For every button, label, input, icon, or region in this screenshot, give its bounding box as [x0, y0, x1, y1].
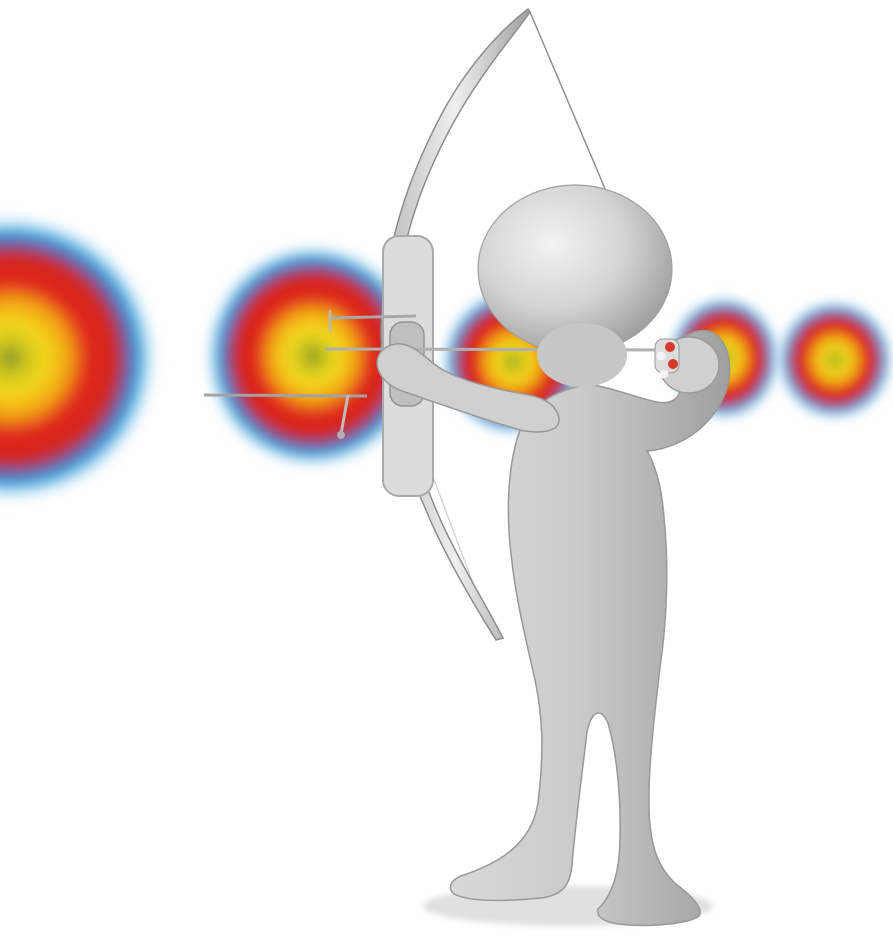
bow-string: [529, 11, 607, 192]
target-2: [203, 242, 423, 470]
target-1: [0, 212, 160, 504]
arrow-1: [328, 310, 417, 332]
archer-figure: [376, 184, 731, 927]
nock-red-dot-1: [665, 342, 675, 352]
arrow-3: [203, 393, 368, 439]
nock-white-dot-1: [656, 351, 666, 361]
archer-neck: [537, 323, 627, 387]
targets-group: [0, 212, 893, 504]
target-5: [777, 300, 893, 420]
nock-white-dot-2: [659, 369, 669, 379]
nock-red-dot-2: [668, 359, 678, 369]
release-detail: [654, 338, 680, 379]
archer-body: [449, 329, 731, 927]
archer-left-arm: [376, 343, 560, 433]
